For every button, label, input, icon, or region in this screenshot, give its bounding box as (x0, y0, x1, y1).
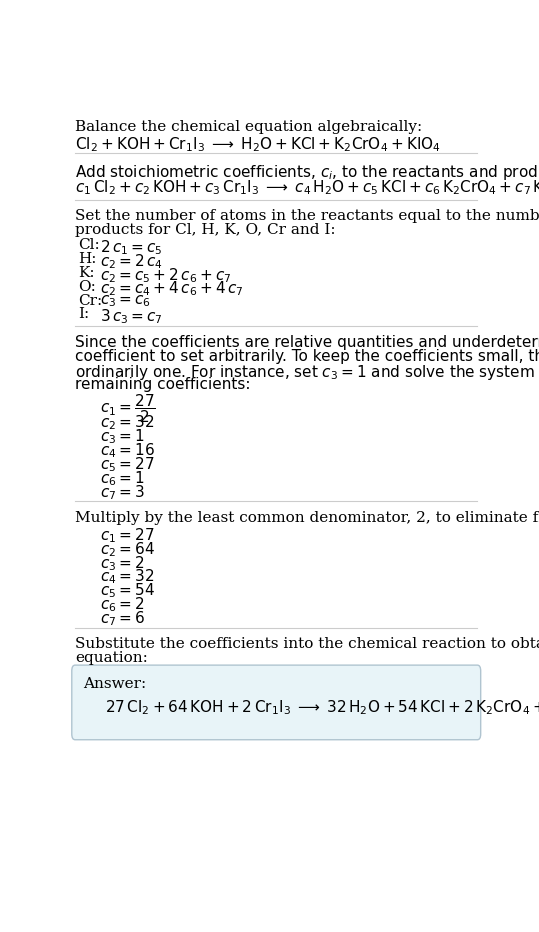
Text: $c_1\,\mathrm{Cl_2} + c_2\,\mathrm{KOH} + c_3\,\mathrm{Cr_1I_3} \;\longrightarro: $c_1\,\mathrm{Cl_2} + c_2\,\mathrm{KOH} … (75, 178, 539, 197)
Text: $c_1 = 27$: $c_1 = 27$ (100, 526, 154, 545)
Text: $c_4 = 16$: $c_4 = 16$ (100, 442, 155, 460)
Text: $c_5 = 27$: $c_5 = 27$ (100, 455, 154, 474)
Text: $c_1 = \dfrac{27}{2}$: $c_1 = \dfrac{27}{2}$ (100, 392, 156, 425)
Text: Add stoichiometric coefficients, $c_i$, to the reactants and products:: Add stoichiometric coefficients, $c_i$, … (75, 163, 539, 182)
Text: $c_6 = 1$: $c_6 = 1$ (100, 469, 144, 487)
Text: $c_2 = c_5 + 2\,c_6 + c_7$: $c_2 = c_5 + 2\,c_6 + c_7$ (100, 266, 231, 284)
Text: products for Cl, H, K, O, Cr and I:: products for Cl, H, K, O, Cr and I: (75, 223, 336, 237)
Text: $c_2 = 2\,c_4$: $c_2 = 2\,c_4$ (100, 252, 163, 270)
Text: K:: K: (78, 266, 95, 280)
Text: $c_7 = 6$: $c_7 = 6$ (100, 610, 145, 628)
Text: O:: O: (78, 280, 96, 294)
Text: $\mathrm{Cl_2 + KOH + Cr_1I_3 \;\longrightarrow\; H_2O + KCl + K_2CrO_4 + KIO_4}: $\mathrm{Cl_2 + KOH + Cr_1I_3 \;\longrig… (75, 135, 441, 154)
Text: I:: I: (78, 308, 89, 322)
Text: $2\,c_1 = c_5$: $2\,c_1 = c_5$ (100, 238, 163, 257)
Text: $c_2 = 32$: $c_2 = 32$ (100, 414, 154, 432)
FancyBboxPatch shape (72, 665, 481, 740)
Text: $c_7 = 3$: $c_7 = 3$ (100, 483, 145, 501)
Text: $c_5 = 54$: $c_5 = 54$ (100, 582, 155, 600)
Text: Multiply by the least common denominator, 2, to eliminate fractional coefficient: Multiply by the least common denominator… (75, 511, 539, 525)
Text: Substitute the coefficients into the chemical reaction to obtain the balanced: Substitute the coefficients into the che… (75, 637, 539, 651)
Text: $c_6 = 2$: $c_6 = 2$ (100, 596, 144, 614)
Text: $c_3 = c_6$: $c_3 = c_6$ (100, 294, 151, 309)
Text: $c_3 = 1$: $c_3 = 1$ (100, 428, 144, 446)
Text: remaining coefficients:: remaining coefficients: (75, 377, 251, 391)
Text: $c_3 = 2$: $c_3 = 2$ (100, 554, 144, 572)
Text: Since the coefficients are relative quantities and underdetermined, choose a: Since the coefficients are relative quan… (75, 336, 539, 350)
Text: ordinarily one. For instance, set $c_3 = 1$ and solve the system of equations fo: ordinarily one. For instance, set $c_3 =… (75, 363, 539, 382)
Text: Set the number of atoms in the reactants equal to the number of atoms in the: Set the number of atoms in the reactants… (75, 209, 539, 223)
Text: $c_2 = 64$: $c_2 = 64$ (100, 540, 155, 558)
Text: Balance the chemical equation algebraically:: Balance the chemical equation algebraica… (75, 119, 423, 133)
Text: H:: H: (78, 252, 96, 266)
Text: Answer:: Answer: (83, 677, 146, 691)
Text: coefficient to set arbitrarily. To keep the coefficients small, the arbitrary va: coefficient to set arbitrarily. To keep … (75, 349, 539, 364)
Text: $c_2 = c_4 + 4\,c_6 + 4\,c_7$: $c_2 = c_4 + 4\,c_6 + 4\,c_7$ (100, 280, 244, 298)
Text: $c_4 = 32$: $c_4 = 32$ (100, 568, 154, 586)
Text: equation:: equation: (75, 651, 148, 665)
Text: Cl:: Cl: (78, 238, 100, 253)
Text: $27\,\mathrm{Cl_2} + 64\,\mathrm{KOH} + 2\,\mathrm{Cr_1I_3} \;\longrightarrow\; : $27\,\mathrm{Cl_2} + 64\,\mathrm{KOH} + … (105, 699, 539, 718)
Text: Cr:: Cr: (78, 294, 102, 308)
Text: $3\,c_3 = c_7$: $3\,c_3 = c_7$ (100, 308, 163, 326)
